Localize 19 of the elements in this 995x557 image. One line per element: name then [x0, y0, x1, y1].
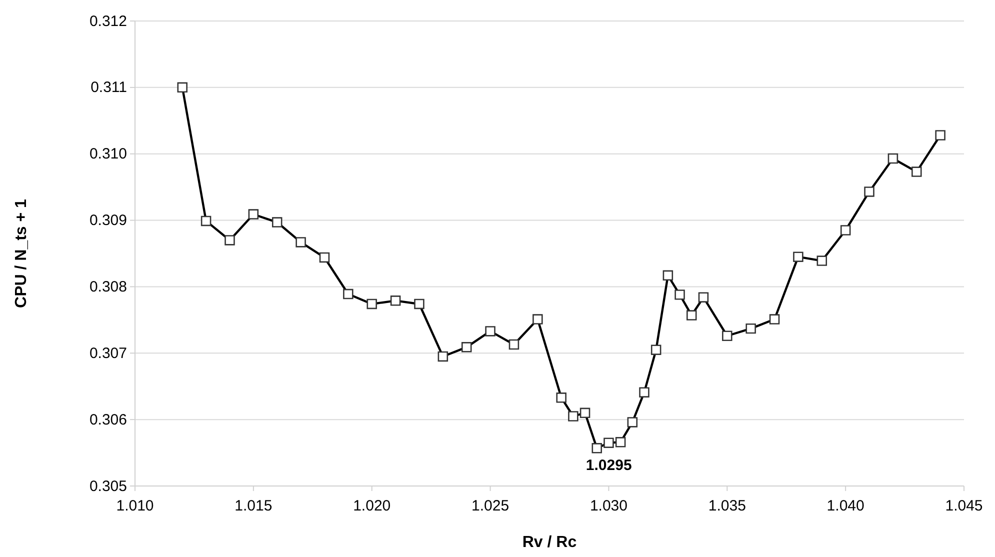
y-axis-title: CPU / N_ts + 1 [13, 198, 30, 308]
x-tick-label: 1.045 [945, 498, 983, 514]
x-tick-label: 1.030 [590, 498, 628, 514]
y-tick-label: 0.312 [89, 12, 127, 30]
x-tick-label: 1.035 [708, 498, 746, 514]
x-tick-label: 1.025 [472, 498, 510, 514]
x-tick-label: 1.010 [116, 498, 154, 514]
y-tick-label: 0.311 [90, 79, 127, 96]
y-tick-label: 0.308 [89, 278, 127, 296]
x-axis-title: Rv / Rc [522, 534, 577, 551]
x-tick-label: 1.015 [234, 498, 272, 514]
y-tick-label: 0.309 [89, 212, 127, 230]
annotation: 1.0295 [586, 457, 632, 474]
y-tick-label: 0.306 [89, 411, 127, 428]
x-tick-label: 1.020 [353, 498, 391, 514]
y-tick-label: 0.310 [89, 146, 127, 163]
y-tick-label: 0.305 [89, 478, 127, 495]
x-tick-label: 1.040 [826, 498, 864, 514]
y-tick-label: 0.307 [89, 344, 127, 362]
